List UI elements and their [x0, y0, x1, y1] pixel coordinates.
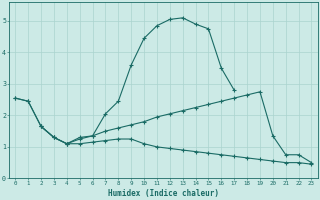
X-axis label: Humidex (Indice chaleur): Humidex (Indice chaleur): [108, 189, 219, 198]
